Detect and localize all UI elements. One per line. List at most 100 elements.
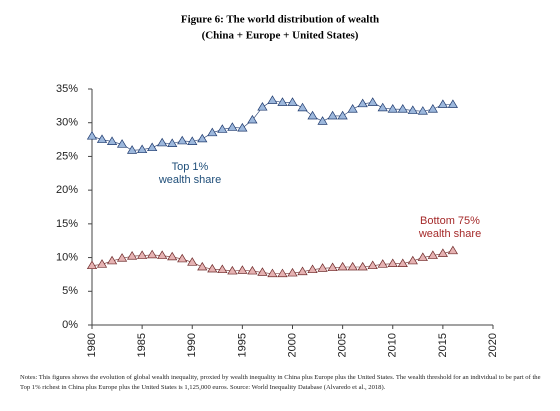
series-label: wealth share <box>158 174 221 186</box>
y-tick-label: 30% <box>56 117 78 129</box>
marker <box>397 258 408 267</box>
marker <box>347 104 358 113</box>
y-tick-label: 10% <box>56 251 78 263</box>
marker <box>317 116 328 125</box>
marker <box>257 102 268 111</box>
chart-subtitle: (China + Europe + United States) <box>202 30 359 42</box>
marker <box>447 99 459 108</box>
marker <box>437 99 448 108</box>
chart: Figure 6: The world distribution of weal… <box>56 14 499 358</box>
marker <box>267 268 278 278</box>
marker <box>137 144 148 154</box>
marker <box>277 97 288 106</box>
marker <box>427 250 438 259</box>
marker <box>287 267 298 277</box>
x-tick-label: 2010 <box>387 333 399 357</box>
marker <box>116 139 128 148</box>
marker <box>447 245 459 255</box>
x-tick-label: 1985 <box>136 333 148 357</box>
marker <box>297 102 308 112</box>
y-tick-label: 35% <box>56 83 78 95</box>
marker <box>126 145 138 154</box>
marker <box>157 250 168 259</box>
marker <box>407 105 418 114</box>
marker <box>167 138 178 147</box>
x-tick-label: 2015 <box>437 333 449 357</box>
marker <box>86 131 98 140</box>
x-tick-label: 2020 <box>487 333 499 357</box>
chart-title: Figure 6: The world distribution of weal… <box>181 14 379 26</box>
marker <box>247 265 258 275</box>
marker <box>407 255 418 265</box>
y-tick-label: 20% <box>56 184 78 196</box>
marker <box>307 264 318 274</box>
marker <box>217 264 228 274</box>
marker <box>187 257 198 266</box>
marker <box>327 262 338 272</box>
marker <box>247 114 258 124</box>
x-tick-label: 2005 <box>337 333 349 357</box>
marker <box>237 265 248 274</box>
marker <box>377 102 388 112</box>
marker <box>207 127 218 137</box>
marker <box>106 255 118 265</box>
marker <box>277 268 288 278</box>
marker <box>387 258 398 267</box>
marker <box>137 250 148 259</box>
y-tick-label: 0% <box>62 319 78 331</box>
marker <box>237 122 248 132</box>
x-tick-label: 1990 <box>186 333 198 357</box>
marker <box>227 122 238 131</box>
marker <box>427 104 438 113</box>
marker <box>227 265 238 275</box>
series-label: Top 1% <box>172 161 209 173</box>
marker <box>197 133 208 143</box>
x-tick-label: 1980 <box>86 333 98 357</box>
marker <box>267 95 278 104</box>
marker <box>357 98 368 108</box>
marker <box>417 252 428 261</box>
marker <box>96 134 108 143</box>
marker <box>126 251 138 260</box>
x-tick-label: 1995 <box>236 333 248 357</box>
marker <box>337 110 348 120</box>
marker <box>397 104 408 113</box>
y-tick-label: 15% <box>56 218 78 230</box>
marker <box>297 266 308 276</box>
marker <box>337 261 348 271</box>
marker <box>317 263 328 272</box>
marker <box>387 104 398 113</box>
marker <box>207 263 218 273</box>
marker <box>417 106 428 115</box>
marker <box>177 135 188 145</box>
marker <box>367 260 378 270</box>
marker <box>157 137 168 147</box>
marker <box>287 97 298 106</box>
series-label: wealth share <box>418 228 481 240</box>
marker <box>197 261 208 271</box>
marker <box>357 261 368 271</box>
marker <box>187 136 198 145</box>
marker <box>367 97 378 106</box>
marker <box>307 110 318 120</box>
marker <box>437 248 448 257</box>
y-tick-label: 25% <box>56 150 78 162</box>
marker <box>167 251 178 261</box>
x-tick-label: 2000 <box>286 333 298 357</box>
series-line <box>91 100 453 151</box>
marker <box>327 110 338 120</box>
marker <box>217 124 228 133</box>
marker <box>147 249 158 259</box>
series-label: Bottom 75% <box>420 215 480 227</box>
y-tick-label: 5% <box>62 285 78 297</box>
marker <box>116 253 128 262</box>
marker <box>347 261 358 271</box>
marker <box>106 136 118 145</box>
notes: Notes: This figures shows the evolution … <box>20 374 541 391</box>
marker <box>257 267 268 276</box>
marker <box>377 259 388 268</box>
marker <box>86 260 98 270</box>
marker <box>177 253 188 263</box>
marker <box>96 259 108 268</box>
